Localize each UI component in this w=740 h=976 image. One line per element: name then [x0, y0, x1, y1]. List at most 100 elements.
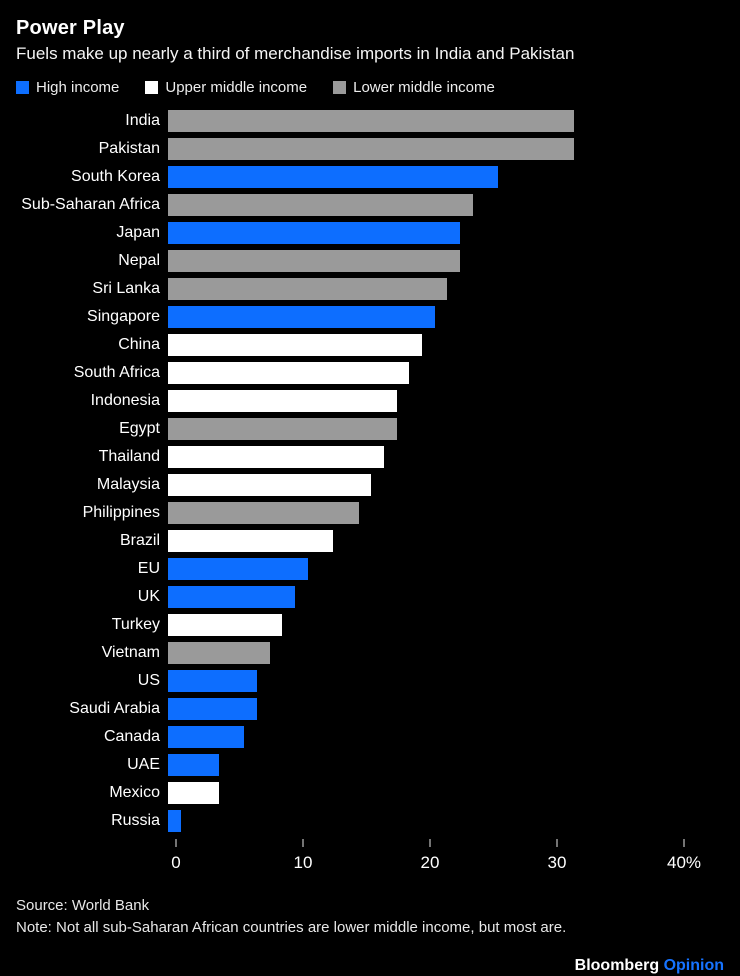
chart-footer: Source: World Bank Note: Not all sub-Sah… — [0, 881, 740, 974]
bar — [168, 138, 575, 160]
row-label: Russia — [111, 812, 160, 829]
chart-row: Sri Lanka — [0, 275, 740, 303]
chart-row: Canada — [0, 723, 740, 751]
legend-item: High income — [16, 79, 119, 96]
bar-track — [168, 810, 676, 832]
legend-swatch-icon — [145, 80, 159, 94]
axis-tick-label: 40% — [666, 853, 702, 872]
row-label: Indonesia — [90, 392, 160, 409]
source-text: Source: World Bank — [16, 897, 150, 914]
row-label: South Africa — [73, 364, 160, 381]
bar — [168, 670, 257, 692]
bar-track — [168, 642, 676, 664]
bar-track — [168, 194, 676, 216]
chart-header: Power Play Fuels make up nearly a third … — [0, 0, 740, 96]
bar-track — [168, 474, 676, 496]
row-label: Mexico — [109, 784, 160, 801]
axis-tick-mark — [683, 839, 685, 847]
row-label: China — [118, 336, 160, 353]
bar-track — [168, 250, 676, 272]
row-label: US — [137, 672, 160, 689]
chart-row: India — [0, 107, 740, 135]
row-label: Nepal — [118, 252, 160, 269]
row-label: Vietnam — [101, 644, 160, 661]
bar-track — [168, 222, 676, 244]
row-label: Sri Lanka — [92, 280, 160, 297]
bar-track — [168, 670, 676, 692]
bar — [168, 278, 448, 300]
bar-track — [168, 362, 676, 384]
legend-label: High income — [36, 78, 120, 96]
bar-track — [168, 726, 676, 748]
bar-track — [168, 614, 676, 636]
bar-track — [168, 698, 676, 720]
axis-tick-label: 10 — [293, 853, 313, 872]
bar-track — [168, 782, 676, 804]
bar-track — [168, 530, 676, 552]
row-label: Pakistan — [98, 140, 160, 157]
chart-row: Philippines — [0, 499, 740, 527]
bar — [168, 418, 397, 440]
bar — [168, 446, 384, 468]
bar-track — [168, 306, 676, 328]
legend-item: Upper middle income — [145, 79, 307, 96]
chart-row: South Korea — [0, 163, 740, 191]
chart-row: Vietnam — [0, 639, 740, 667]
bar-track — [168, 418, 676, 440]
axis-tick-mark — [302, 839, 304, 847]
bar — [168, 782, 219, 804]
bar-track — [168, 138, 676, 160]
row-label: Saudi Arabia — [69, 700, 160, 717]
bar-track — [168, 166, 676, 188]
chart-row: Egypt — [0, 415, 740, 443]
chart-row: Turkey — [0, 611, 740, 639]
axis-tick-label: 30 — [547, 853, 567, 872]
row-label: Sub-Saharan Africa — [21, 196, 160, 213]
axis-tick-mark — [556, 839, 558, 847]
row-label: UAE — [127, 756, 160, 773]
legend-swatch-icon — [16, 80, 29, 94]
bar — [168, 362, 410, 384]
brand-opinion: Opinion — [663, 957, 724, 974]
chart-row: Japan — [0, 219, 740, 247]
bar — [168, 166, 499, 188]
row-label: UK — [137, 588, 160, 605]
row-label: Egypt — [119, 420, 160, 437]
legend-item: Lower middle income — [333, 79, 495, 96]
legend-swatch-icon — [333, 80, 347, 94]
brand-logo: Bloomberg Opinion — [575, 957, 724, 975]
chart-row: Singapore — [0, 303, 740, 331]
bar — [168, 558, 308, 580]
row-label: Philippines — [82, 504, 160, 521]
bar — [168, 390, 397, 412]
bar — [168, 726, 245, 748]
bar-track — [168, 586, 676, 608]
axis-tick-label: 0 — [171, 853, 181, 872]
chart-row: Brazil — [0, 527, 740, 555]
chart-row: Sub-Saharan Africa — [0, 191, 740, 219]
bar-track — [168, 110, 676, 132]
bar — [168, 250, 461, 272]
chart-row: US — [0, 667, 740, 695]
bar — [168, 586, 295, 608]
row-label: Japan — [116, 224, 160, 241]
bar — [168, 698, 257, 720]
row-label: Turkey — [111, 616, 160, 633]
bar — [168, 502, 359, 524]
row-label: Thailand — [98, 448, 160, 465]
row-label: Brazil — [119, 532, 160, 549]
bar — [168, 110, 575, 132]
bar-track — [168, 390, 676, 412]
chart-row: UK — [0, 583, 740, 611]
axis-tick-mark — [175, 839, 177, 847]
row-label: EU — [137, 560, 160, 577]
chart-row: Thailand — [0, 443, 740, 471]
bar — [168, 194, 473, 216]
bar — [168, 334, 422, 356]
chart-row: South Africa — [0, 359, 740, 387]
row-label: India — [125, 112, 160, 129]
bar — [168, 810, 181, 832]
chart-row: China — [0, 331, 740, 359]
bar-track — [168, 334, 676, 356]
legend-label: Lower middle income — [353, 78, 495, 96]
